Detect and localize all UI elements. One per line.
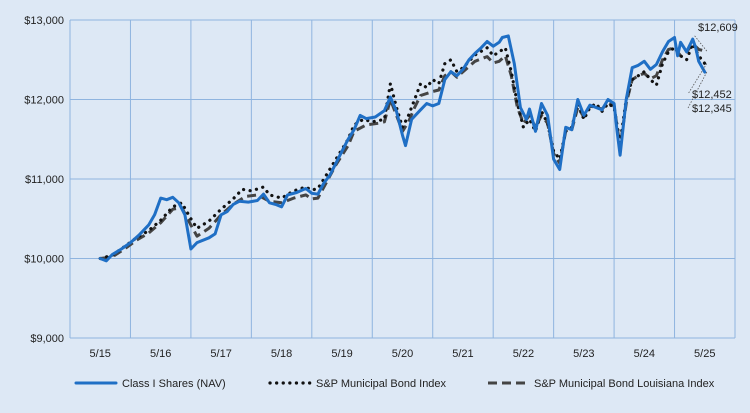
x-tick-label: 5/23 [573, 348, 594, 360]
end-labels: $12,609 $12,452 $12,345 [687, 22, 738, 115]
legend-label-1: S&P Municipal Bond Index [316, 378, 447, 390]
x-tick-label: 5/18 [271, 348, 292, 360]
end-label-leader [687, 71, 708, 109]
end-label: $12,609 [698, 22, 738, 34]
series-line-1 [98, 42, 707, 261]
x-tick-label: 5/20 [392, 348, 413, 360]
x-tick-label: 5/24 [634, 348, 655, 360]
y-tick-label: $13,000 [24, 15, 64, 27]
x-tick-label: 5/25 [694, 348, 715, 360]
series-line-0 [98, 34, 707, 263]
x-tick-label: 5/17 [210, 348, 231, 360]
legend: Class I Shares (NAV) S&P Municipal Bond I… [74, 378, 715, 390]
y-tick-label: $11,000 [25, 174, 64, 186]
y-tick-label: $10,000 [24, 254, 64, 266]
x-tick-label: 5/15 [90, 348, 111, 360]
legend-label-0: Class I Shares (NAV) [122, 378, 226, 390]
end-label: $12,452 [692, 89, 732, 101]
series-layer [98, 34, 707, 263]
x-tick-label: 5/19 [331, 348, 352, 360]
x-tick-label: 5/16 [150, 348, 171, 360]
x-tick-label: 5/21 [452, 348, 473, 360]
legend-label-2: S&P Municipal Bond Louisiana Index [534, 378, 715, 390]
y-tick-label: $9,000 [30, 333, 64, 345]
y-axis: $9,000 $10,000 $11,000 $12,000 $13,000 [24, 15, 64, 345]
end-label-leader [693, 34, 708, 52]
x-axis: 5/15 5/16 5/17 5/18 5/19 5/20 5/21 5/22 5/23 5/24… [90, 348, 716, 360]
end-label: $12,345 [692, 103, 732, 115]
grid [69, 19, 736, 339]
y-tick-label: $12,000 [24, 95, 64, 107]
x-tick-label: 5/22 [513, 348, 534, 360]
